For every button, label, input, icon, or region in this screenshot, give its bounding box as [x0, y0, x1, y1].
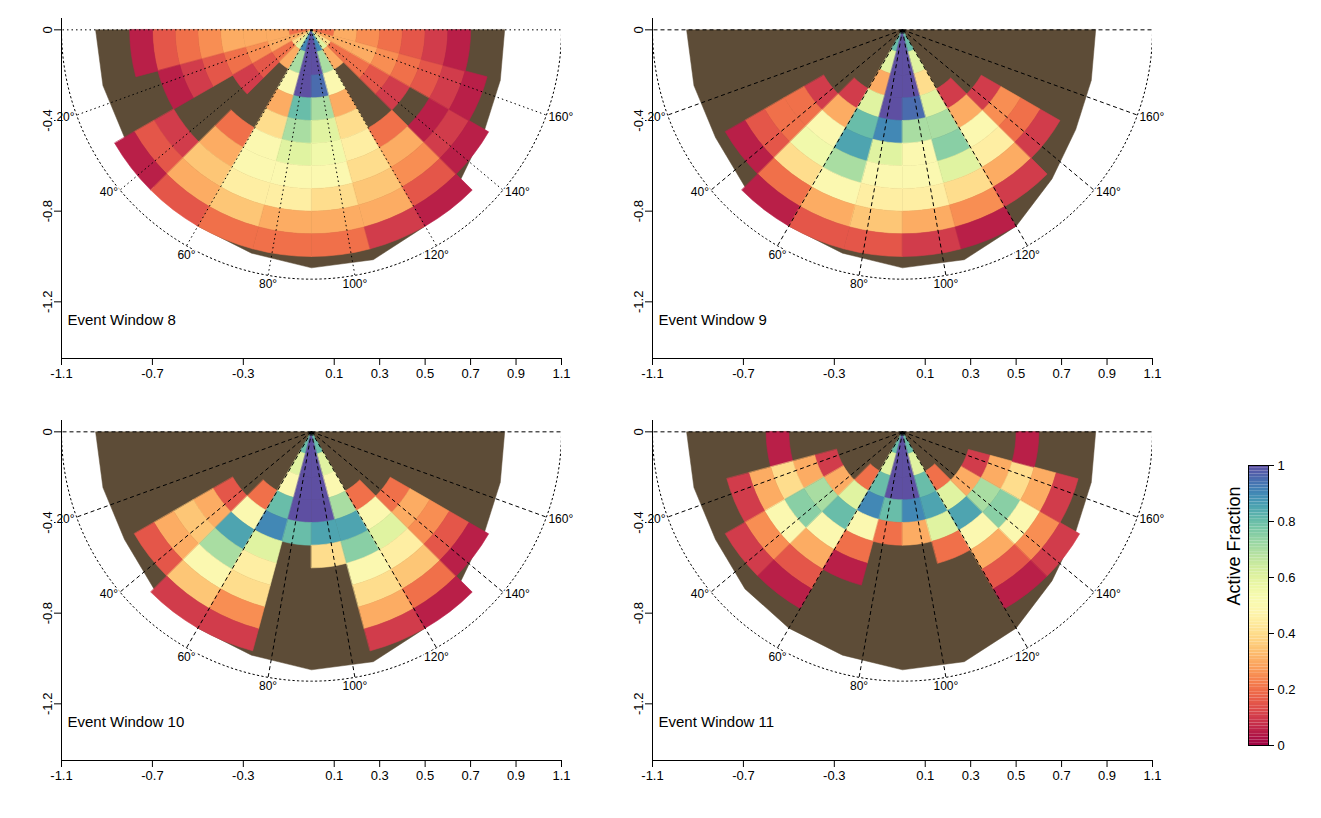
svg-text:20°: 20° — [647, 110, 665, 124]
svg-text:0.1: 0.1 — [325, 768, 343, 783]
svg-text:0.8: 0.8 — [1278, 514, 1296, 529]
svg-text:0.1: 0.1 — [916, 768, 934, 783]
svg-text:60°: 60° — [177, 650, 195, 664]
svg-text:-1.2: -1.2 — [40, 291, 55, 313]
svg-text:0.3: 0.3 — [371, 768, 389, 783]
svg-text:Event Window 8: Event Window 8 — [68, 311, 176, 328]
svg-text:-0.4: -0.4 — [40, 511, 55, 533]
svg-text:40°: 40° — [691, 587, 709, 601]
svg-text:0.7: 0.7 — [1053, 366, 1071, 381]
svg-text:-1.1: -1.1 — [641, 366, 663, 381]
svg-text:120°: 120° — [1015, 650, 1040, 664]
svg-text:1.1: 1.1 — [1143, 366, 1161, 381]
svg-text:20°: 20° — [647, 512, 665, 526]
svg-text:0.3: 0.3 — [962, 366, 980, 381]
svg-text:0.6: 0.6 — [1278, 570, 1296, 585]
svg-text:0.9: 0.9 — [507, 366, 525, 381]
svg-text:100°: 100° — [933, 679, 958, 693]
svg-text:-0.7: -0.7 — [141, 366, 163, 381]
svg-text:0.7: 0.7 — [462, 768, 480, 783]
svg-text:0: 0 — [1278, 738, 1285, 753]
svg-text:100°: 100° — [342, 679, 367, 693]
svg-text:-0.4: -0.4 — [631, 109, 646, 131]
svg-text:100°: 100° — [342, 277, 367, 291]
svg-text:0.5: 0.5 — [416, 768, 434, 783]
svg-text:0.5: 0.5 — [416, 366, 434, 381]
svg-text:160°: 160° — [1139, 110, 1164, 124]
svg-text:-0.3: -0.3 — [823, 768, 845, 783]
svg-text:0.9: 0.9 — [1098, 768, 1116, 783]
svg-text:0.7: 0.7 — [462, 366, 480, 381]
svg-text:160°: 160° — [1139, 512, 1164, 526]
svg-text:-0.3: -0.3 — [232, 768, 254, 783]
svg-text:80°: 80° — [259, 679, 277, 693]
svg-text:-1.1: -1.1 — [50, 366, 72, 381]
svg-text:-0.8: -0.8 — [40, 602, 55, 624]
svg-text:-1.1: -1.1 — [50, 768, 72, 783]
svg-text:-0.4: -0.4 — [40, 109, 55, 131]
svg-text:60°: 60° — [768, 248, 786, 262]
svg-text:0: 0 — [631, 428, 646, 435]
svg-text:0.1: 0.1 — [325, 366, 343, 381]
svg-text:0.3: 0.3 — [371, 366, 389, 381]
svg-text:0.3: 0.3 — [962, 768, 980, 783]
svg-text:0.2: 0.2 — [1278, 682, 1296, 697]
svg-text:-0.7: -0.7 — [141, 768, 163, 783]
svg-text:Event Window 10: Event Window 10 — [68, 713, 185, 730]
svg-text:-0.8: -0.8 — [631, 602, 646, 624]
svg-text:1.1: 1.1 — [552, 366, 570, 381]
svg-text:Active Fraction: Active Fraction — [1224, 486, 1244, 605]
svg-text:-1.2: -1.2 — [631, 291, 646, 313]
svg-text:120°: 120° — [1015, 248, 1040, 262]
svg-text:0.9: 0.9 — [507, 768, 525, 783]
svg-text:80°: 80° — [850, 679, 868, 693]
svg-text:0.1: 0.1 — [916, 366, 934, 381]
svg-text:-0.8: -0.8 — [40, 200, 55, 222]
svg-text:-0.8: -0.8 — [631, 200, 646, 222]
svg-text:100°: 100° — [933, 277, 958, 291]
svg-text:140°: 140° — [505, 185, 530, 199]
svg-text:-1.2: -1.2 — [631, 693, 646, 715]
svg-text:-0.3: -0.3 — [823, 366, 845, 381]
svg-text:0.5: 0.5 — [1007, 768, 1025, 783]
svg-text:0.5: 0.5 — [1007, 366, 1025, 381]
svg-text:140°: 140° — [1096, 185, 1121, 199]
svg-text:-0.3: -0.3 — [232, 366, 254, 381]
svg-text:0.7: 0.7 — [1053, 768, 1071, 783]
svg-text:-0.7: -0.7 — [732, 768, 754, 783]
svg-text:40°: 40° — [691, 185, 709, 199]
svg-text:0: 0 — [631, 26, 646, 33]
svg-text:60°: 60° — [177, 248, 195, 262]
svg-text:40°: 40° — [100, 587, 118, 601]
svg-text:-1.2: -1.2 — [40, 693, 55, 715]
svg-text:20°: 20° — [56, 512, 74, 526]
svg-text:80°: 80° — [259, 277, 277, 291]
svg-text:-0.4: -0.4 — [631, 511, 646, 533]
svg-text:Event Window 9: Event Window 9 — [659, 311, 767, 328]
svg-text:160°: 160° — [548, 512, 573, 526]
svg-text:0.4: 0.4 — [1278, 626, 1296, 641]
svg-text:-0.7: -0.7 — [732, 366, 754, 381]
svg-text:140°: 140° — [505, 587, 530, 601]
svg-text:80°: 80° — [850, 277, 868, 291]
svg-text:1.1: 1.1 — [1143, 768, 1161, 783]
svg-text:160°: 160° — [548, 110, 573, 124]
svg-text:Event Window 11: Event Window 11 — [659, 713, 775, 730]
svg-text:40°: 40° — [100, 185, 118, 199]
svg-text:140°: 140° — [1096, 587, 1121, 601]
svg-text:0: 0 — [40, 26, 55, 33]
svg-text:120°: 120° — [424, 650, 449, 664]
svg-text:20°: 20° — [56, 110, 74, 124]
svg-text:0: 0 — [40, 428, 55, 435]
svg-text:-1.1: -1.1 — [641, 768, 663, 783]
svg-text:1.1: 1.1 — [552, 768, 570, 783]
svg-text:0.9: 0.9 — [1098, 366, 1116, 381]
svg-text:120°: 120° — [424, 248, 449, 262]
svg-text:1: 1 — [1278, 458, 1285, 473]
svg-text:60°: 60° — [768, 650, 786, 664]
